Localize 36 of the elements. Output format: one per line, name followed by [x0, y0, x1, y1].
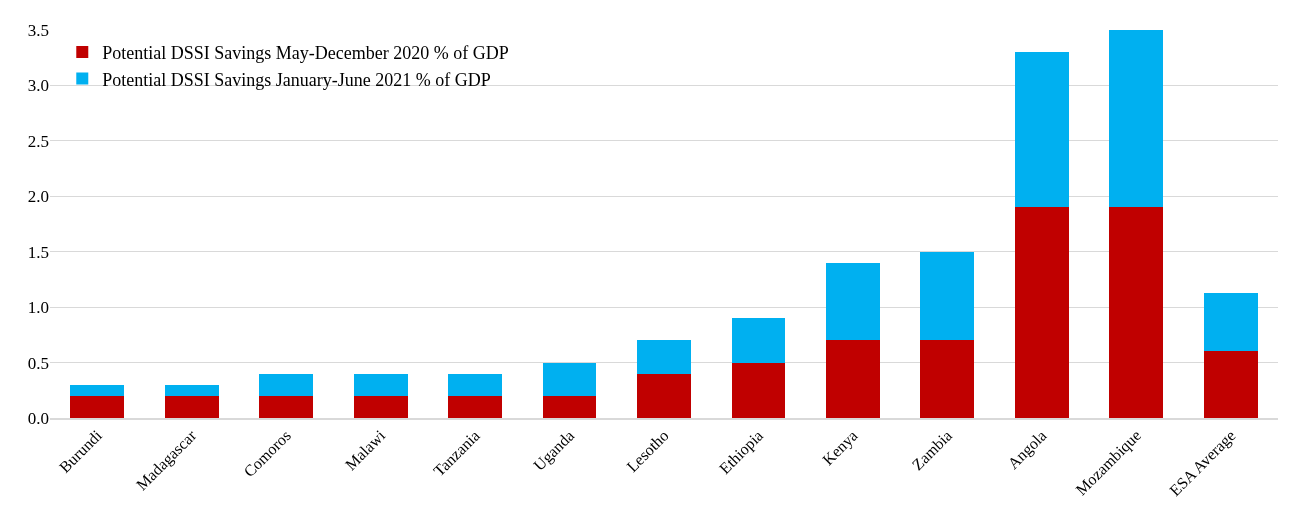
bar — [1203, 351, 1258, 418]
y-tick-label: 0.0 — [27, 408, 49, 428]
bar — [1014, 52, 1069, 208]
legend-label: Potential DSSI Savings January-June 2021 % of GDP — [102, 69, 491, 90]
bar — [1109, 30, 1164, 208]
bar — [448, 395, 502, 418]
bar — [259, 395, 314, 418]
y-tick-label: 2.0 — [27, 187, 49, 207]
bar — [1109, 207, 1164, 418]
y-tick-label: 1.5 — [27, 242, 49, 262]
bar — [70, 384, 125, 396]
bar — [637, 373, 691, 418]
bar — [731, 318, 786, 363]
bar — [1203, 292, 1258, 352]
bar — [542, 395, 597, 418]
bar — [826, 262, 880, 341]
bar — [731, 362, 786, 418]
y-tick-label: 1.0 — [27, 298, 49, 318]
legend-label: Potential DSSI Savings May-December 2020 % of GDP — [102, 43, 509, 64]
bar — [353, 395, 408, 418]
bar — [920, 251, 975, 341]
bar — [164, 395, 219, 418]
bar — [542, 362, 597, 396]
y-tick-label: 3.5 — [27, 20, 49, 40]
bar — [70, 395, 125, 418]
bar — [1014, 207, 1069, 418]
bar — [164, 384, 219, 396]
y-tick-label: 0.5 — [27, 353, 49, 373]
bar — [353, 373, 408, 396]
bar — [448, 373, 502, 396]
bar — [920, 340, 975, 418]
y-tick-label: 3.0 — [27, 76, 49, 96]
y-tick-label: 2.5 — [27, 131, 49, 151]
bar — [826, 340, 880, 418]
bar — [259, 373, 314, 396]
bar — [637, 340, 691, 374]
